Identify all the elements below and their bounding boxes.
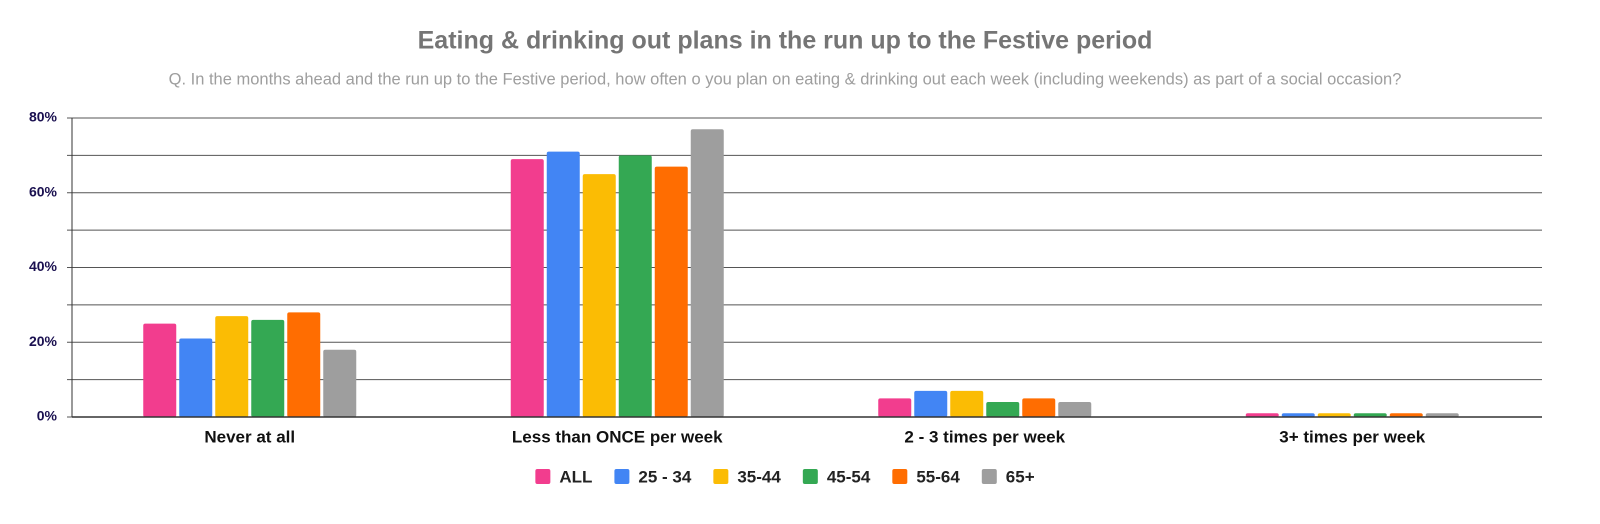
- legend-label: 65+: [1006, 467, 1035, 486]
- bar: [287, 312, 321, 417]
- bar: [215, 316, 249, 417]
- bar: [323, 349, 357, 417]
- bar: [1245, 413, 1279, 417]
- legend-swatch: [614, 469, 630, 484]
- legend-label: 45-54: [827, 467, 871, 486]
- bar: [1281, 413, 1315, 417]
- bar: [654, 166, 688, 417]
- bar: [1058, 402, 1092, 417]
- bar: [1317, 413, 1351, 417]
- bar: [1353, 413, 1387, 417]
- bar: [618, 155, 652, 417]
- bar: [582, 174, 616, 417]
- bar: [878, 398, 912, 417]
- bar: [510, 159, 544, 418]
- legend-label: 25 - 34: [638, 467, 691, 486]
- x-tick-label: 2 - 3 times per week: [904, 427, 1065, 446]
- legend-swatch: [713, 469, 729, 484]
- bar: [1022, 398, 1056, 417]
- bar: [914, 390, 948, 417]
- legend-swatch: [892, 469, 908, 484]
- legend-swatch: [535, 469, 551, 484]
- bar: [950, 390, 984, 417]
- bar: [251, 319, 285, 417]
- y-tick-label: 20%: [29, 333, 58, 349]
- legend-label: 35-44: [737, 467, 781, 486]
- bar: [546, 151, 580, 417]
- x-tick-label: 3+ times per week: [1279, 427, 1426, 446]
- legend-label: 55-64: [916, 467, 960, 486]
- x-tick-label: Less than ONCE per week: [512, 427, 723, 446]
- legend-swatch: [981, 469, 997, 484]
- chart-subtitle: Q. In the months ahead and the run up to…: [169, 70, 1402, 88]
- y-tick-label: 80%: [29, 109, 58, 125]
- y-tick-label: 40%: [29, 258, 58, 274]
- legend-label: ALL: [559, 467, 592, 486]
- legend: ALL 25 - 34 35-44 45-54 55-64 65+: [535, 467, 1035, 486]
- chart-title: Eating & drinking out plans in the run u…: [418, 27, 1153, 55]
- x-tick-label: Never at all: [204, 427, 295, 446]
- bar: [1389, 413, 1423, 417]
- bar: [1425, 413, 1459, 417]
- bar: [143, 323, 177, 417]
- y-tick-label: 0%: [37, 408, 58, 424]
- bar: [179, 338, 213, 417]
- y-tick-label: 60%: [29, 183, 58, 199]
- bar: [690, 129, 724, 417]
- legend-swatch: [802, 469, 818, 484]
- bar: [986, 402, 1020, 417]
